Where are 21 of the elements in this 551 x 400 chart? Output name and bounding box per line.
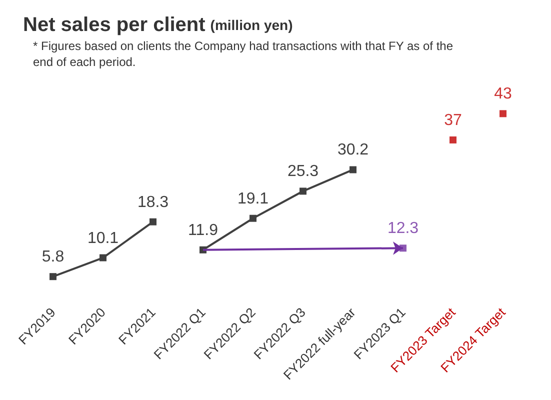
point [500, 110, 506, 118]
data-label: 43 [494, 86, 512, 103]
data-label: 12.3 [387, 220, 419, 238]
data-label: 37 [444, 112, 462, 129]
data-label: 30.2 [337, 142, 369, 159]
point [50, 273, 56, 280]
data-label: 18.3 [137, 194, 169, 211]
point [450, 136, 456, 144]
data-label: 10.1 [87, 230, 119, 247]
data-label: 5.8 [42, 248, 64, 266]
point [100, 254, 106, 262]
data-label: 11.9 [188, 222, 218, 239]
data-label: 19.1 [237, 190, 269, 208]
chart-title: Net sales per client [23, 14, 206, 36]
point [350, 166, 356, 174]
point [250, 214, 256, 222]
point [300, 188, 306, 195]
data-label: 25.3 [287, 163, 319, 180]
chart-subtitle: (million yen) [210, 17, 293, 33]
point [150, 218, 156, 226]
text: * Figures based on clients the Company had transactions with that FY as of the end of each period. [33, 39, 456, 69]
